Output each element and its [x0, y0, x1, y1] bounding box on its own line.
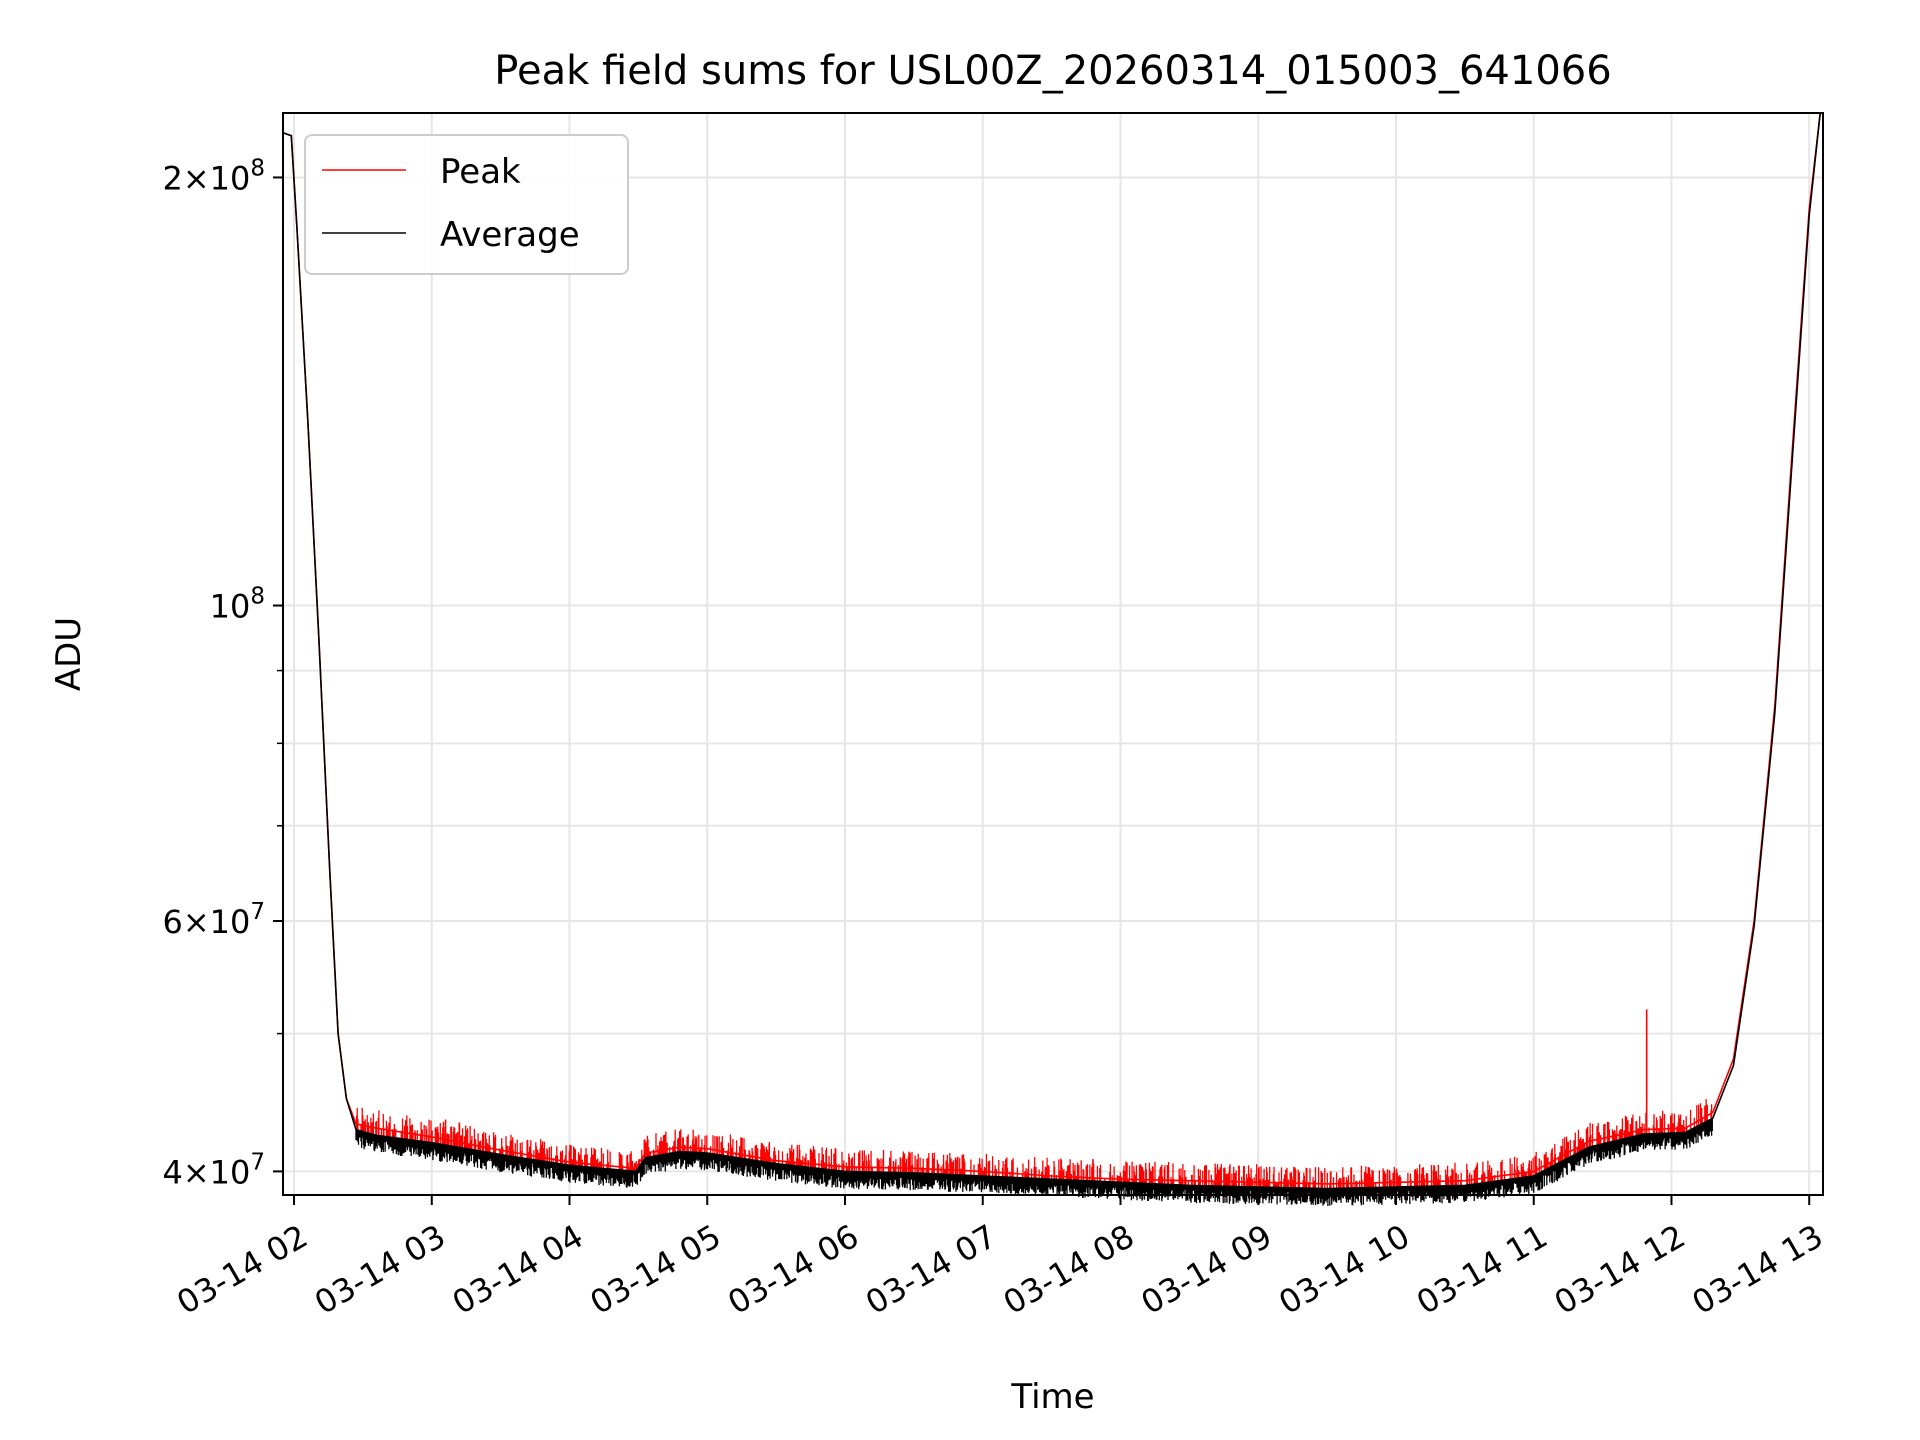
legend: Peak Average	[304, 134, 629, 275]
y-tick-label: 4×107	[162, 1149, 265, 1191]
y-axis-label: ADU	[49, 617, 89, 691]
series-noise	[355, 1099, 1713, 1206]
y-tick-label: 108	[210, 584, 265, 626]
grid	[283, 113, 1823, 1195]
y-tick-label: 6×107	[162, 899, 265, 941]
y-axis-ticks: 4×107 6×107 108 2×108	[162, 155, 283, 1191]
average-series-noise	[355, 1118, 1713, 1206]
average-series-line	[282, 112, 1821, 1190]
series-lines	[282, 112, 1821, 1190]
legend-peak-label: Peak	[440, 152, 521, 192]
x-axis-label: Time	[1010, 1377, 1094, 1417]
plot-frame	[282, 112, 1824, 1196]
legend-average-label: Average	[440, 215, 580, 255]
y-tick-label: 2×108	[162, 155, 265, 197]
chart-title: Peak field sums for USL00Z_20260314_0150…	[494, 48, 1611, 94]
